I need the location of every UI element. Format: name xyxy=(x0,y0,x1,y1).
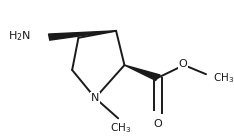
Text: CH$_3$: CH$_3$ xyxy=(110,121,131,135)
Text: CH$_3$: CH$_3$ xyxy=(213,72,234,85)
Text: H$_2$N: H$_2$N xyxy=(8,30,31,43)
Polygon shape xyxy=(124,65,160,80)
Polygon shape xyxy=(48,31,116,40)
Text: O: O xyxy=(154,119,162,129)
Text: N: N xyxy=(91,93,99,103)
Text: O: O xyxy=(179,59,187,69)
